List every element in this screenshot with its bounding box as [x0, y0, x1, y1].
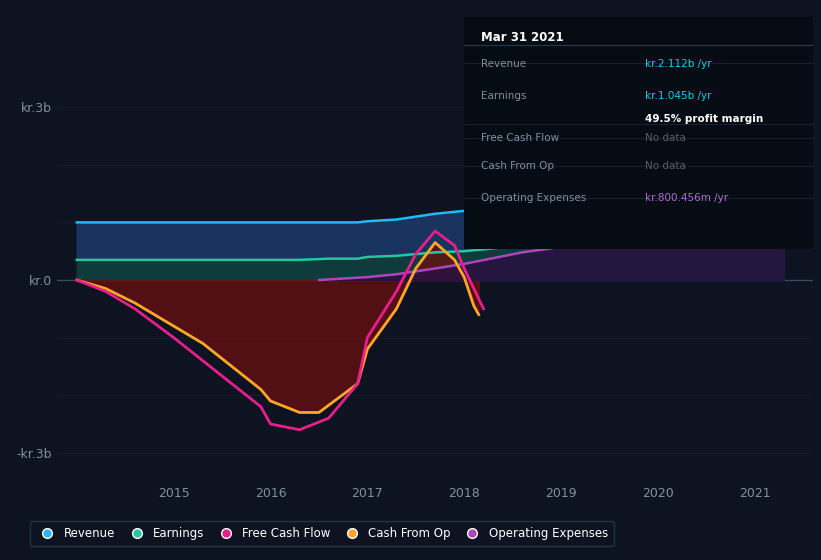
Text: Operating Expenses: Operating Expenses	[481, 193, 586, 203]
Text: Earnings: Earnings	[481, 91, 527, 101]
Text: kr.2.112b /yr: kr.2.112b /yr	[645, 59, 712, 69]
Text: No data: No data	[645, 161, 686, 171]
Text: No data: No data	[645, 133, 686, 143]
Text: Mar 31 2021: Mar 31 2021	[481, 31, 564, 44]
Text: kr.800.456m /yr: kr.800.456m /yr	[645, 193, 728, 203]
Text: Cash From Op: Cash From Op	[481, 161, 554, 171]
Text: Revenue: Revenue	[481, 59, 526, 69]
Text: 49.5% profit margin: 49.5% profit margin	[645, 114, 764, 124]
Legend: Revenue, Earnings, Free Cash Flow, Cash From Op, Operating Expenses: Revenue, Earnings, Free Cash Flow, Cash …	[30, 521, 614, 546]
Text: Free Cash Flow: Free Cash Flow	[481, 133, 559, 143]
Text: kr.1.045b /yr: kr.1.045b /yr	[645, 91, 712, 101]
